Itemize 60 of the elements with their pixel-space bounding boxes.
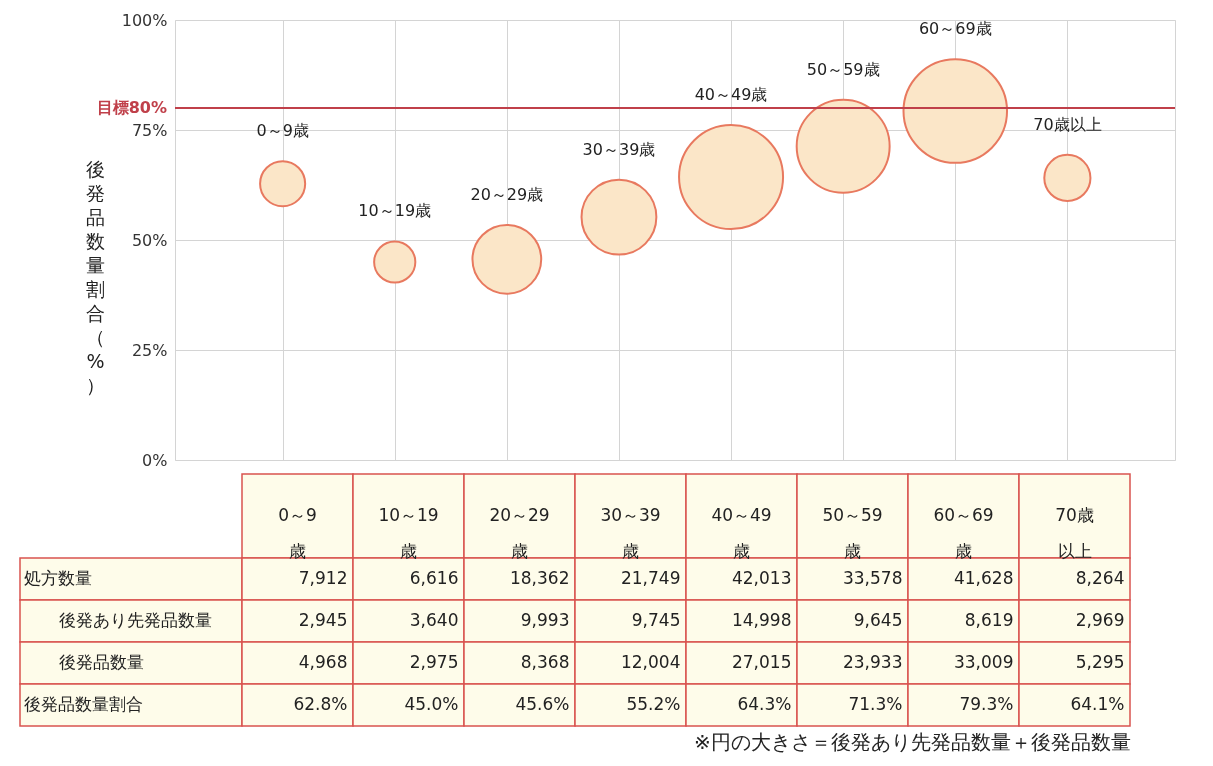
data-label: 45.6%	[515, 694, 570, 714]
data-label: 9,993	[520, 610, 570, 630]
text: 後発品数量割合	[24, 694, 144, 714]
data-label: 5,295	[1075, 652, 1125, 672]
y-tick-label: 0%	[142, 450, 168, 470]
text: 後発品数量割合（%）	[86, 157, 105, 396]
category-label: 50～59歳	[806, 59, 880, 79]
text: 処方数量	[24, 568, 93, 588]
text: 後発品数量	[58, 652, 144, 672]
category-label: 50～59歳	[822, 505, 883, 561]
data-label: 2,945	[298, 610, 348, 630]
data-label: 2,969	[1075, 610, 1125, 630]
data-label: 21,749	[620, 568, 681, 588]
data-label: 41,628	[953, 568, 1014, 588]
category-label: 0～9歳	[256, 121, 309, 141]
data-label: 4,968	[298, 652, 348, 672]
series-label: 後発あり先発品数量	[58, 610, 212, 630]
category-label: 60～69歳	[933, 505, 994, 561]
data-label: 7,912	[298, 568, 348, 588]
data-label: 2,975	[409, 652, 459, 672]
category-label: 40～49歳	[711, 505, 772, 561]
data-label: 9,745	[631, 610, 681, 630]
data-label: 6,616	[409, 568, 459, 588]
data-label: 9,645	[853, 610, 903, 630]
text: ※円の大きさ＝後発あり先発品数量＋後発品数量	[693, 729, 1131, 754]
data-label: 79.3%	[959, 694, 1014, 714]
category-label: 60～69歳	[918, 19, 992, 39]
data-label: 18,362	[509, 568, 570, 588]
y-tick-label: 75%	[131, 120, 168, 140]
y-tick-label: 50%	[131, 230, 168, 250]
y-tick-label: 25%	[131, 340, 168, 360]
category-label: 70歳以上	[1055, 505, 1094, 561]
data-label: 62.8%	[293, 694, 348, 714]
category-label: 70歳以上	[1033, 114, 1102, 134]
data-label: 64.1%	[1070, 694, 1125, 714]
data-label: 3,640	[409, 610, 459, 630]
data-label: 45.0%	[404, 694, 459, 714]
category-label: 10～19歳	[358, 201, 432, 221]
data-label: 55.2%	[626, 694, 681, 714]
data-label: 27,015	[731, 652, 792, 672]
category-label: 40～49歳	[694, 85, 768, 105]
data-label: 8,619	[964, 610, 1014, 630]
y-tick-label: 100%	[121, 10, 168, 30]
category-label: 30～39歳	[600, 505, 661, 561]
data-label: 33,578	[842, 568, 903, 588]
data-label: 8,368	[520, 652, 570, 672]
data-label: 12,004	[620, 652, 681, 672]
category-label: 10～19歳	[378, 505, 439, 561]
data-label: 23,933	[842, 652, 903, 672]
category-label: 30～39歳	[582, 139, 656, 159]
ref-line-label: 目標80%	[96, 98, 167, 117]
data-label: 8,264	[1075, 568, 1125, 588]
category-label: 20～29歳	[470, 184, 544, 204]
data-label: 14,998	[731, 610, 792, 630]
data-label: 71.3%	[848, 694, 903, 714]
data-label: 42,013	[731, 568, 792, 588]
data-label: 64.3%	[737, 694, 792, 714]
category-label: 20～29歳	[489, 505, 550, 561]
data-label: 33,009	[953, 652, 1014, 672]
category-label: 0～9歳	[278, 505, 317, 561]
